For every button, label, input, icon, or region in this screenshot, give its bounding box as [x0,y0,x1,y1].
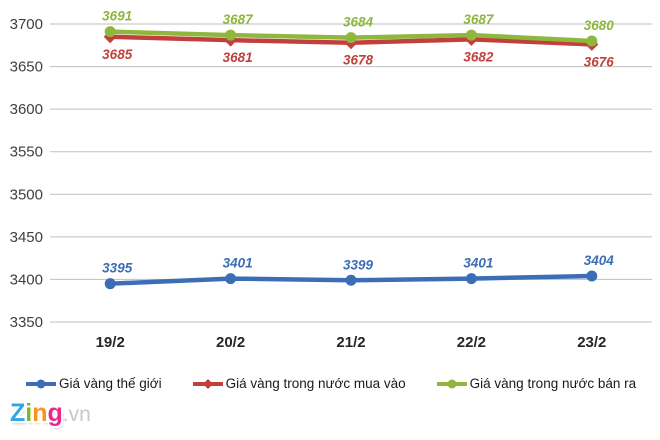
data-point-marker [225,29,237,41]
y-axis-tick-label: 3600 [10,101,43,118]
data-point-label: 3401 [223,256,253,271]
data-point-label: 3685 [102,47,133,62]
data-point-marker [104,26,116,38]
data-point-label: 3691 [102,9,132,24]
y-axis-tick-label: 3500 [10,186,43,203]
x-axis-tick-label: 23/2 [577,334,606,351]
data-point-label: 3401 [463,256,493,271]
data-point-label: 3687 [463,12,495,27]
legend-item: Giá vàng thế giới [25,376,162,391]
circle-legend-marker-icon [26,379,56,388]
x-axis-tick-label: 20/2 [216,334,245,351]
data-point-marker [225,273,237,285]
legend-label: Giá vàng trong nước mua vào [225,376,406,391]
data-point-label: 3687 [223,12,255,27]
data-point-marker [104,278,116,290]
logo-letter: g [47,399,63,427]
zing-logo: Zing.vn [10,401,660,426]
data-point-label: 3404 [584,253,615,268]
x-axis-tick-label: 22/2 [457,334,486,351]
data-point-label: 3684 [343,15,374,30]
x-axis-tick-label: 19/2 [96,334,125,351]
diamond-legend-marker-icon [192,378,223,389]
data-point-label: 3676 [584,54,615,69]
data-point-label: 3681 [223,50,253,65]
logo-letter: n [32,399,48,427]
y-axis-tick-label: 3400 [10,271,43,288]
data-point-marker [345,32,357,44]
chart-canvas: 3350 3400 3450 3500 3550 3600 3650 3700 19/2 20/2… [10,9,652,351]
data-point-label: 3678 [343,53,374,68]
x-axis-tick-label: 21/2 [336,334,365,351]
y-axis-tick-label: 3350 [10,314,43,331]
data-point-marker [345,274,357,286]
data-point-label: 3399 [343,257,374,272]
y-axis-tick-label: 3650 [10,59,43,76]
logo-letter: Z [10,399,26,427]
data-point-label: 3682 [463,49,494,64]
circle-legend-marker-icon [436,379,467,388]
legend-label: Giá vàng thế giới [59,376,162,391]
data-point-label: 3395 [102,261,133,276]
y-axis-tick-label: 3700 [10,16,43,33]
y-axis-tick-label: 3450 [10,229,43,246]
logo-letter: i [25,399,33,427]
data-point-marker [465,29,477,41]
legend-item: Giá vàng trong nước bán ra [436,376,636,391]
legend-label: Giá vàng trong nước bán ra [469,376,637,391]
y-axis-tick-label: 3550 [10,144,43,161]
chart-legend: Giá vàng thế giới Giá vàng trong nước mua… [25,376,660,391]
data-point-marker [586,270,598,282]
legend-item: Giá vàng trong nước mua vào [192,376,406,391]
data-point-label: 3680 [584,18,615,33]
data-point-marker [465,273,477,285]
logo-suffix: .vn [62,403,91,426]
data-point-marker [586,35,598,47]
